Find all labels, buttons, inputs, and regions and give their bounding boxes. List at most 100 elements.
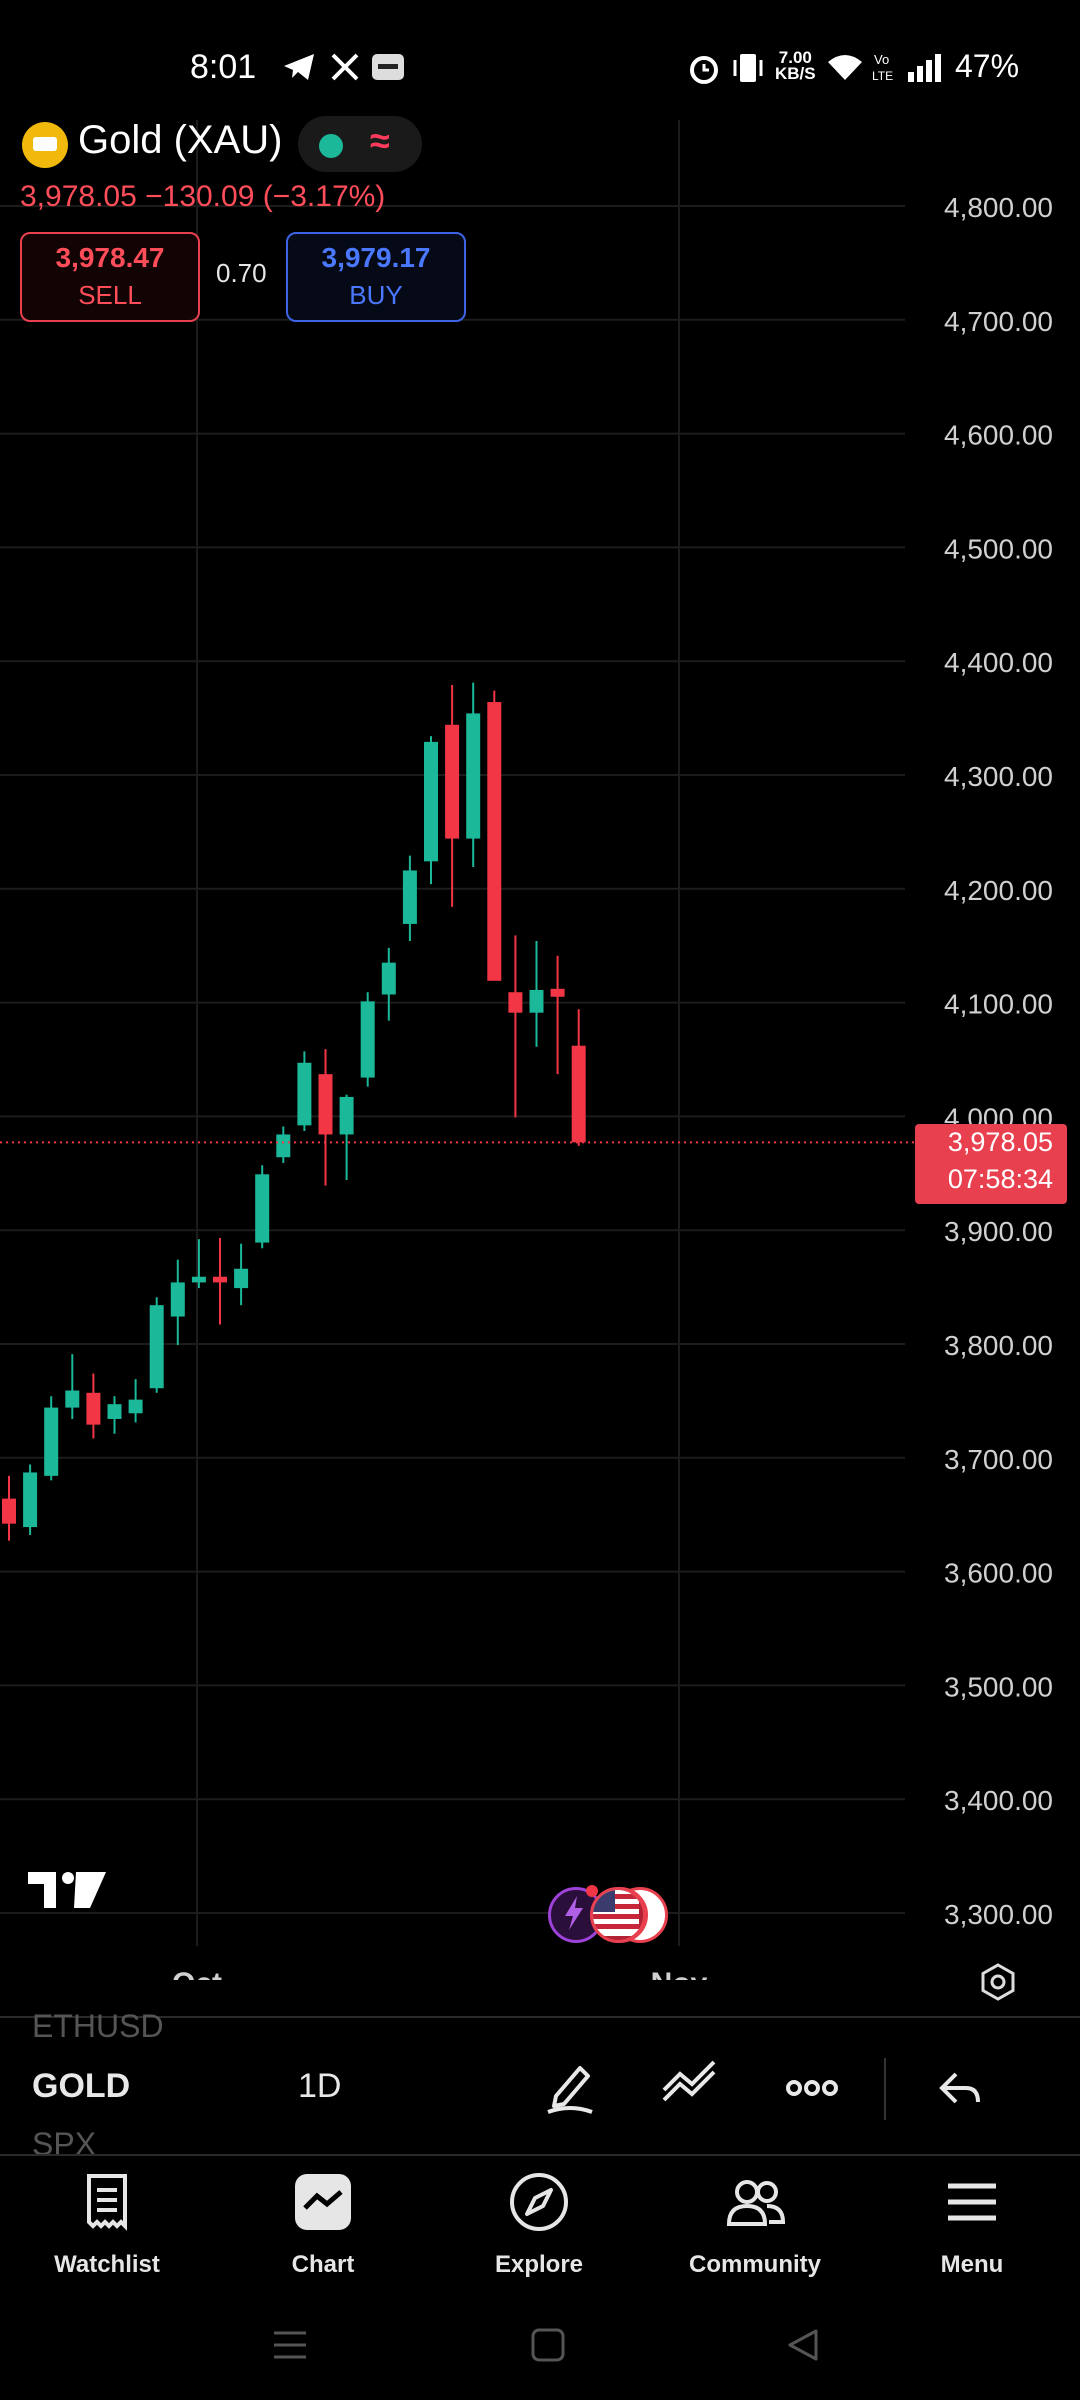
candle-body <box>170 1282 185 1317</box>
candle-body <box>445 724 460 839</box>
candle-body <box>2 1498 16 1524</box>
svg-text:LTE: LTE <box>872 69 893 82</box>
candle-body <box>191 1276 206 1283</box>
us-flag-event-icon[interactable] <box>590 1887 646 1943</box>
watchlist-icon <box>87 2174 127 2231</box>
candle-body <box>424 741 438 862</box>
price-change: 3,978.05 −130.09 (−3.17%) <box>20 180 386 213</box>
candle-body <box>86 1392 101 1425</box>
vibrate-icon <box>733 54 763 82</box>
symbol-current[interactable]: GOLD <box>32 2067 131 2105</box>
y-tick-label: 4,200.00 <box>944 875 1053 906</box>
more-options-icon[interactable] <box>782 2058 842 2118</box>
candle-body <box>529 989 544 1013</box>
data-source-icon: ≈ <box>370 120 390 161</box>
market-status-pill[interactable] <box>298 116 422 172</box>
current-price-label: 3,978.05 07:58:34 <box>915 1124 1067 1204</box>
y-tick-label: 4,100.00 <box>944 989 1053 1020</box>
recent-apps-icon[interactable] <box>270 2325 310 2365</box>
candle-body <box>466 713 481 839</box>
community-icon <box>726 2180 786 2226</box>
y-tick-label: 3,500.00 <box>944 1671 1053 1702</box>
candle-body <box>255 1174 270 1243</box>
y-tick-label: 3,700.00 <box>944 1444 1053 1475</box>
market-open-dot-icon <box>319 134 343 158</box>
tradingview-logo-icon[interactable] <box>28 1868 108 1912</box>
buy-label: BUY <box>349 280 403 310</box>
y-tick-label: 4,600.00 <box>944 420 1053 451</box>
net-speed: 7.00 KB/S <box>775 48 816 83</box>
candle-body <box>128 1399 143 1414</box>
nav-community[interactable]: Community <box>665 2170 845 2290</box>
y-tick-label: 3,800.00 <box>944 1330 1053 1361</box>
event-alert-dot-icon <box>586 1885 598 1897</box>
svg-text:Vo: Vo <box>874 52 889 67</box>
candle-body <box>65 1390 80 1408</box>
price-chart[interactable]: 4,800.00 4,700.00 4,600.00 4,500.00 4,400.00… <box>0 120 1080 1980</box>
back-icon[interactable] <box>782 2325 822 2365</box>
gold-logo-icon <box>22 122 68 168</box>
alarm-icon <box>690 56 718 84</box>
economic-events[interactable] <box>548 1885 688 1943</box>
y-tick-label: 4,300.00 <box>944 761 1053 792</box>
sell-button[interactable]: 3,978.47 SELL <box>20 232 200 322</box>
menu-icon <box>948 2183 996 2221</box>
candle-body <box>360 1001 375 1078</box>
compass-icon <box>510 2173 568 2231</box>
symbol-next[interactable]: SPX <box>32 2126 97 2162</box>
status-bar: 8:01 7.00 KB/S Vo LTE 47% <box>0 0 1080 130</box>
candle-body <box>234 1268 249 1289</box>
undo-icon[interactable] <box>928 2058 988 2118</box>
candle-body <box>487 702 502 981</box>
candle-body <box>23 1472 38 1528</box>
x-tick-label: Oct <box>172 1967 222 1980</box>
nav-label-chart: Chart <box>291 2251 355 2278</box>
home-icon[interactable] <box>528 2325 568 2365</box>
y-tick-label: 3,600.00 <box>944 1558 1053 1589</box>
bottom-nav-divider <box>0 2154 1080 2156</box>
candle-body <box>318 1074 333 1135</box>
sell-label: SELL <box>78 280 142 310</box>
y-tick-label: 3,900.00 <box>944 1216 1053 1247</box>
telegram-icon <box>284 54 314 80</box>
candle-body <box>339 1096 354 1135</box>
candle-body <box>550 988 565 997</box>
interval-selector[interactable]: 1D <box>298 2067 342 2105</box>
wifi-icon <box>828 55 862 80</box>
signal-icon <box>908 54 941 82</box>
chart-settings-icon[interactable] <box>978 1962 1018 2002</box>
drawing-tool-icon[interactable] <box>540 2058 600 2118</box>
nav-explore[interactable]: Explore <box>449 2170 629 2290</box>
nav-chart[interactable]: Chart <box>233 2170 413 2290</box>
nav-watchlist[interactable]: Watchlist <box>17 2170 197 2290</box>
x-icon <box>331 53 359 81</box>
toolbar-separator <box>884 2058 886 2120</box>
symbol-prev[interactable]: ETHUSD <box>32 2008 164 2044</box>
symbol-title[interactable]: Gold (XAU) <box>78 118 283 162</box>
y-tick-label: 3,300.00 <box>944 1899 1053 1930</box>
x-tick-label: Nov <box>651 1967 708 1980</box>
nav-label-explore: Explore <box>494 2251 584 2278</box>
nav-menu[interactable]: Menu <box>882 2170 1062 2290</box>
candle-body <box>571 1045 586 1143</box>
candle-body <box>44 1407 59 1476</box>
y-tick-label: 3,400.00 <box>944 1785 1053 1816</box>
spread-value: 0.70 <box>216 258 267 288</box>
candle-body <box>276 1134 291 1158</box>
candle-body <box>149 1305 164 1389</box>
chart-icon <box>295 2174 351 2230</box>
y-tick-label: 4,700.00 <box>944 306 1053 337</box>
buy-price: 3,979.17 <box>321 242 431 273</box>
candle-body <box>107 1404 122 1419</box>
nav-label-community: Community <box>689 2251 821 2278</box>
candle-body <box>381 962 396 995</box>
candle-body <box>297 1062 312 1126</box>
buy-button[interactable]: 3,979.17 BUY <box>286 232 466 322</box>
bybit-icon <box>372 54 404 80</box>
indicators-icon[interactable] <box>660 2058 720 2118</box>
toolbar-divider <box>0 2016 1080 2018</box>
status-time: 8:01 <box>190 48 257 86</box>
nav-label-watchlist: Watchlist <box>54 2251 160 2278</box>
y-tick-label: 4,400.00 <box>944 647 1053 678</box>
candle-body <box>213 1276 227 1283</box>
